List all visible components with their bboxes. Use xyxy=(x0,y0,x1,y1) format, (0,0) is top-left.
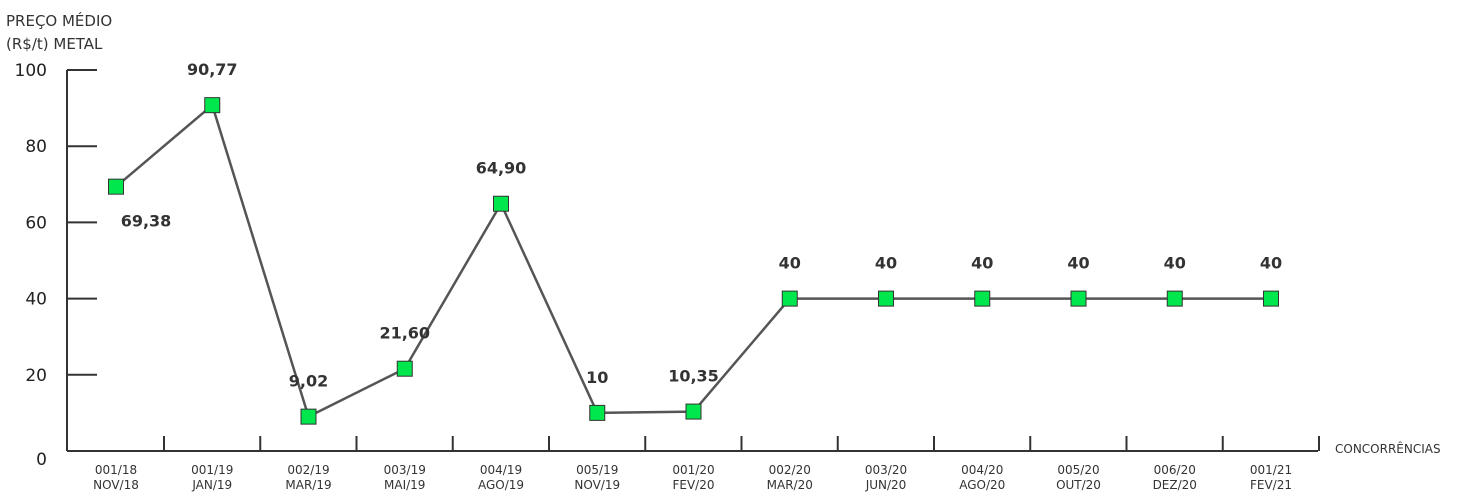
data-label: 90,77 xyxy=(187,60,238,79)
x-tick-label-line1: 001/18 xyxy=(95,463,137,477)
x-tick-label-line2: JAN/19 xyxy=(191,478,232,492)
x-tick-label-line1: 001/20 xyxy=(672,463,714,477)
y-axis-title-line-2: (R$/t) METAL xyxy=(6,35,103,53)
y-tick-label-0: 0 xyxy=(36,450,47,470)
data-point-marker xyxy=(396,360,413,377)
data-point-marker xyxy=(1166,290,1183,307)
x-tick-label-line1: 002/19 xyxy=(287,463,329,477)
x-tick-label-line2: MAR/20 xyxy=(767,478,813,492)
data-label: 21,60 xyxy=(379,324,430,343)
x-tick-label-line2: NOV/19 xyxy=(574,478,620,492)
x-tick-label-line2: AGO/20 xyxy=(959,478,1005,492)
data-labels-layer: 69,38 90,77 9,02 21,60 64,90 10 10,35 40 40 40 40 4… xyxy=(121,60,1282,390)
y-tick-label-80: 80 xyxy=(25,137,47,157)
data-point-marker xyxy=(974,290,991,307)
data-label: 64,90 xyxy=(476,159,527,178)
data-label: 40 xyxy=(1164,254,1186,273)
x-axis-title: CONCORRÊNCIAS xyxy=(1335,441,1441,456)
x-tick-label-line1: 002/20 xyxy=(769,463,811,477)
data-label: 40 xyxy=(1260,254,1282,273)
x-tick-label-line1: 004/19 xyxy=(480,463,522,477)
x-tick-label-line1: 001/21 xyxy=(1250,463,1292,477)
data-point-marker xyxy=(300,408,317,425)
data-point-marker xyxy=(493,195,509,212)
x-tick-label-line1: 005/19 xyxy=(576,463,618,477)
data-point-marker xyxy=(1263,290,1279,307)
data-point-marker xyxy=(108,178,124,195)
x-tick-label-line1: 005/20 xyxy=(1057,463,1099,477)
data-point-marker xyxy=(878,290,894,307)
x-tick-label-line2: MAI/19 xyxy=(384,478,425,492)
data-label: 10,35 xyxy=(668,367,719,386)
x-tick-label-line2: FEV/20 xyxy=(672,478,714,492)
markers-layer xyxy=(108,97,1279,425)
data-label: 40 xyxy=(971,254,993,273)
x-tick-label-line1: 001/19 xyxy=(191,463,233,477)
y-tick-label-40: 40 xyxy=(25,290,47,310)
x-tick-label-line2: NOV/18 xyxy=(93,478,139,492)
data-label: 10 xyxy=(586,368,608,387)
x-tick-label-line1: 003/20 xyxy=(865,463,907,477)
data-label: 40 xyxy=(1067,254,1089,273)
data-point-marker xyxy=(685,403,702,420)
data-point-marker xyxy=(589,404,606,421)
data-point-marker xyxy=(781,290,798,307)
x-tick-label-line2: AGO/19 xyxy=(478,478,524,492)
x-tick-label-line2: JUN/20 xyxy=(865,478,907,492)
x-tick-label-line2: OUT/20 xyxy=(1056,478,1101,492)
x-tick-label-line2: MAR/19 xyxy=(285,478,331,492)
data-point-marker xyxy=(204,97,221,114)
x-tick-label-line2: DEZ/20 xyxy=(1153,478,1197,492)
data-label: 9,02 xyxy=(289,372,328,391)
x-tick-label-line1: 006/20 xyxy=(1154,463,1196,477)
y-tick-label-60: 60 xyxy=(25,213,47,233)
x-tick-label-line2: FEV/21 xyxy=(1250,478,1292,492)
x-tick-label-line1: 004/20 xyxy=(961,463,1003,477)
x-tick-label-line1: 003/19 xyxy=(384,463,426,477)
y-axis-title-line-1: PREÇO MÉDIO xyxy=(6,11,112,30)
y-tick-label-100: 100 xyxy=(15,61,47,81)
y-tick-label-20: 20 xyxy=(25,366,47,386)
data-label: 40 xyxy=(779,254,801,273)
data-label: 40 xyxy=(875,254,897,273)
data-label: 69,38 xyxy=(121,212,172,231)
data-point-marker xyxy=(1070,290,1087,307)
